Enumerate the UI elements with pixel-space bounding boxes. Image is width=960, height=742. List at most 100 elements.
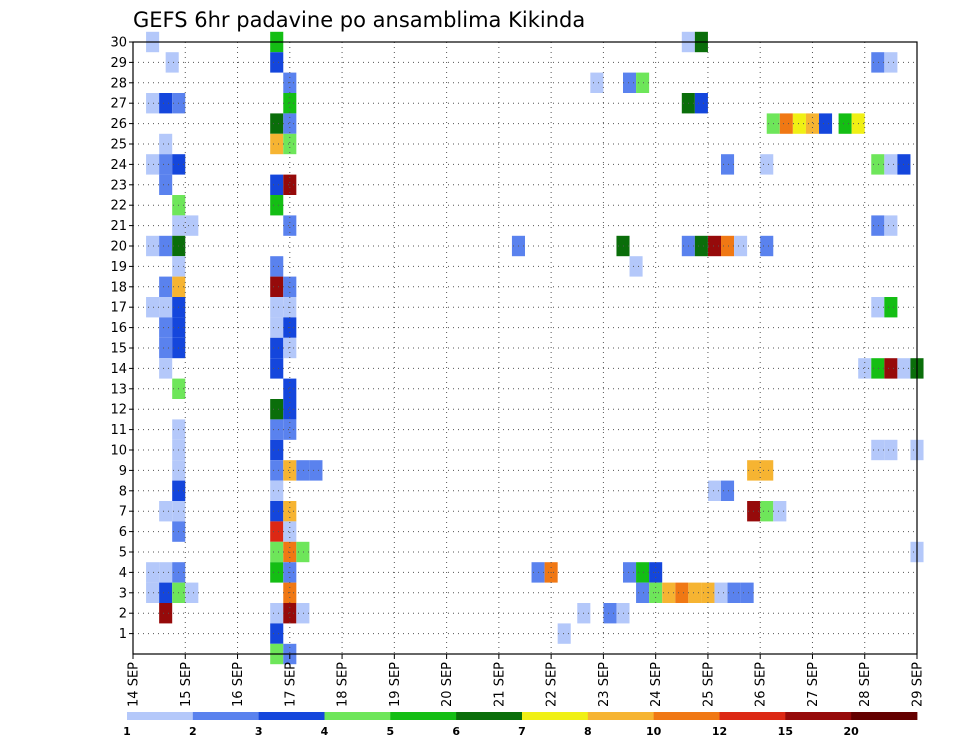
legend-label: 8 <box>584 725 592 738</box>
x-tick-label: 17 SEP <box>283 662 298 707</box>
heatmap-cell <box>185 215 199 236</box>
legend-color-box <box>785 712 852 720</box>
legend-color-box <box>192 712 260 720</box>
heatmap-cell <box>296 541 310 563</box>
y-tick-label: 10 <box>110 444 127 459</box>
y-tick-label: 4 <box>119 566 127 581</box>
heatmap-cell <box>270 297 284 318</box>
heatmap-cell <box>159 133 173 155</box>
heatmap-cell <box>760 235 774 257</box>
legend-color-box <box>522 712 589 720</box>
heatmap-cell <box>871 297 885 318</box>
x-tick-label: 18 SEP <box>336 662 351 707</box>
heatmap-cell <box>270 603 284 624</box>
heatmap-cell <box>871 154 885 175</box>
legend-label: 5 <box>387 725 395 738</box>
legend-label: 10 <box>646 725 662 738</box>
heatmap-cell <box>636 582 650 603</box>
heatmap-cell <box>185 582 199 603</box>
heatmap-cell <box>309 460 323 481</box>
y-tick-label: 17 <box>110 301 127 316</box>
y-tick-label: 29 <box>110 56 127 71</box>
y-tick-label: 30 <box>110 36 127 51</box>
heatmap-cell <box>871 215 885 236</box>
legend-color-box <box>653 712 720 720</box>
heatmap-cell <box>727 582 741 603</box>
y-tick-label: 20 <box>110 240 127 255</box>
heatmap-cell <box>270 358 284 379</box>
y-tick-label: 19 <box>110 260 127 275</box>
heatmap-cell <box>270 501 284 522</box>
chart-title: GEFS 6hr padavine po ansamblima Kikinda <box>133 8 585 32</box>
heatmap-cell <box>283 113 297 134</box>
heatmap-cell <box>734 235 748 257</box>
heatmap-cell <box>283 276 297 297</box>
x-tick-label: 22 SEP <box>545 662 560 707</box>
heatmap-cell <box>675 582 689 603</box>
legend-color-box <box>719 712 786 720</box>
heatmap-cell <box>283 460 297 481</box>
y-tick-label: 27 <box>110 97 127 112</box>
y-tick-label: 9 <box>119 464 127 479</box>
heatmap-cell <box>707 235 721 257</box>
x-tick-label: 24 SEP <box>649 662 664 707</box>
heatmap-cell <box>884 297 898 318</box>
y-axis: 1234567891011121314151617181920212223242… <box>110 36 133 642</box>
heatmap-cell <box>270 133 284 155</box>
heatmap-cell <box>270 480 284 501</box>
heatmap-cell <box>740 582 754 603</box>
heatmap-cell <box>871 358 885 379</box>
grid-lines <box>133 42 917 654</box>
heatmap-cell <box>884 154 898 175</box>
legend-color-box <box>127 712 194 720</box>
heatmap-cell <box>146 297 160 318</box>
y-tick-label: 15 <box>110 342 127 357</box>
heatmap-cell <box>714 582 728 603</box>
heatmap-cell <box>270 521 284 542</box>
heatmap-cell <box>884 52 898 73</box>
heatmap-cell <box>603 603 617 624</box>
heatmap-cell <box>283 603 297 624</box>
x-tick-label: 20 SEP <box>440 662 455 707</box>
heatmap-cell <box>159 235 173 257</box>
heatmap-cell <box>858 358 872 379</box>
y-tick-label: 23 <box>110 178 127 193</box>
heatmap-cell <box>283 133 297 155</box>
legend-color-box <box>851 712 918 720</box>
heatmap-cell <box>636 562 650 583</box>
y-tick-label: 8 <box>119 484 127 499</box>
heatmap-cell <box>159 562 173 583</box>
heatmap-cell <box>694 235 708 257</box>
heatmap-cell <box>283 378 297 399</box>
x-tick-label: 26 SEP <box>754 662 769 707</box>
heatmap-cell <box>159 501 173 522</box>
x-tick-label: 15 SEP <box>179 662 194 707</box>
heatmap-cell <box>283 399 297 420</box>
heatmap-cell <box>707 480 721 501</box>
heatmap-cell <box>159 93 173 114</box>
legend-label: 4 <box>321 725 329 738</box>
legend-color-box <box>390 712 457 720</box>
y-tick-label: 7 <box>119 505 127 520</box>
heatmap-cell <box>721 235 735 257</box>
y-tick-label: 18 <box>110 280 127 295</box>
legend-label: 2 <box>189 725 197 738</box>
heatmap-cell <box>688 582 702 603</box>
x-tick-label: 29 SEP <box>911 662 926 707</box>
heatmap-cell <box>270 623 284 644</box>
heatmap-cell <box>146 154 160 175</box>
y-tick-label: 26 <box>110 117 127 132</box>
heatmap-cell <box>165 52 179 73</box>
legend-label: 12 <box>712 725 727 738</box>
heatmap-cell <box>590 72 604 93</box>
heatmap-cell <box>159 276 173 297</box>
legend-label: 7 <box>518 725 526 738</box>
heatmap-cell <box>779 113 793 134</box>
heatmap-cell <box>146 93 160 114</box>
x-tick-label: 19 SEP <box>388 662 403 707</box>
heatmap-cell <box>159 174 173 195</box>
heatmap-cell <box>270 276 284 297</box>
heatmap-cell <box>760 501 774 522</box>
y-tick-label: 5 <box>119 546 127 561</box>
